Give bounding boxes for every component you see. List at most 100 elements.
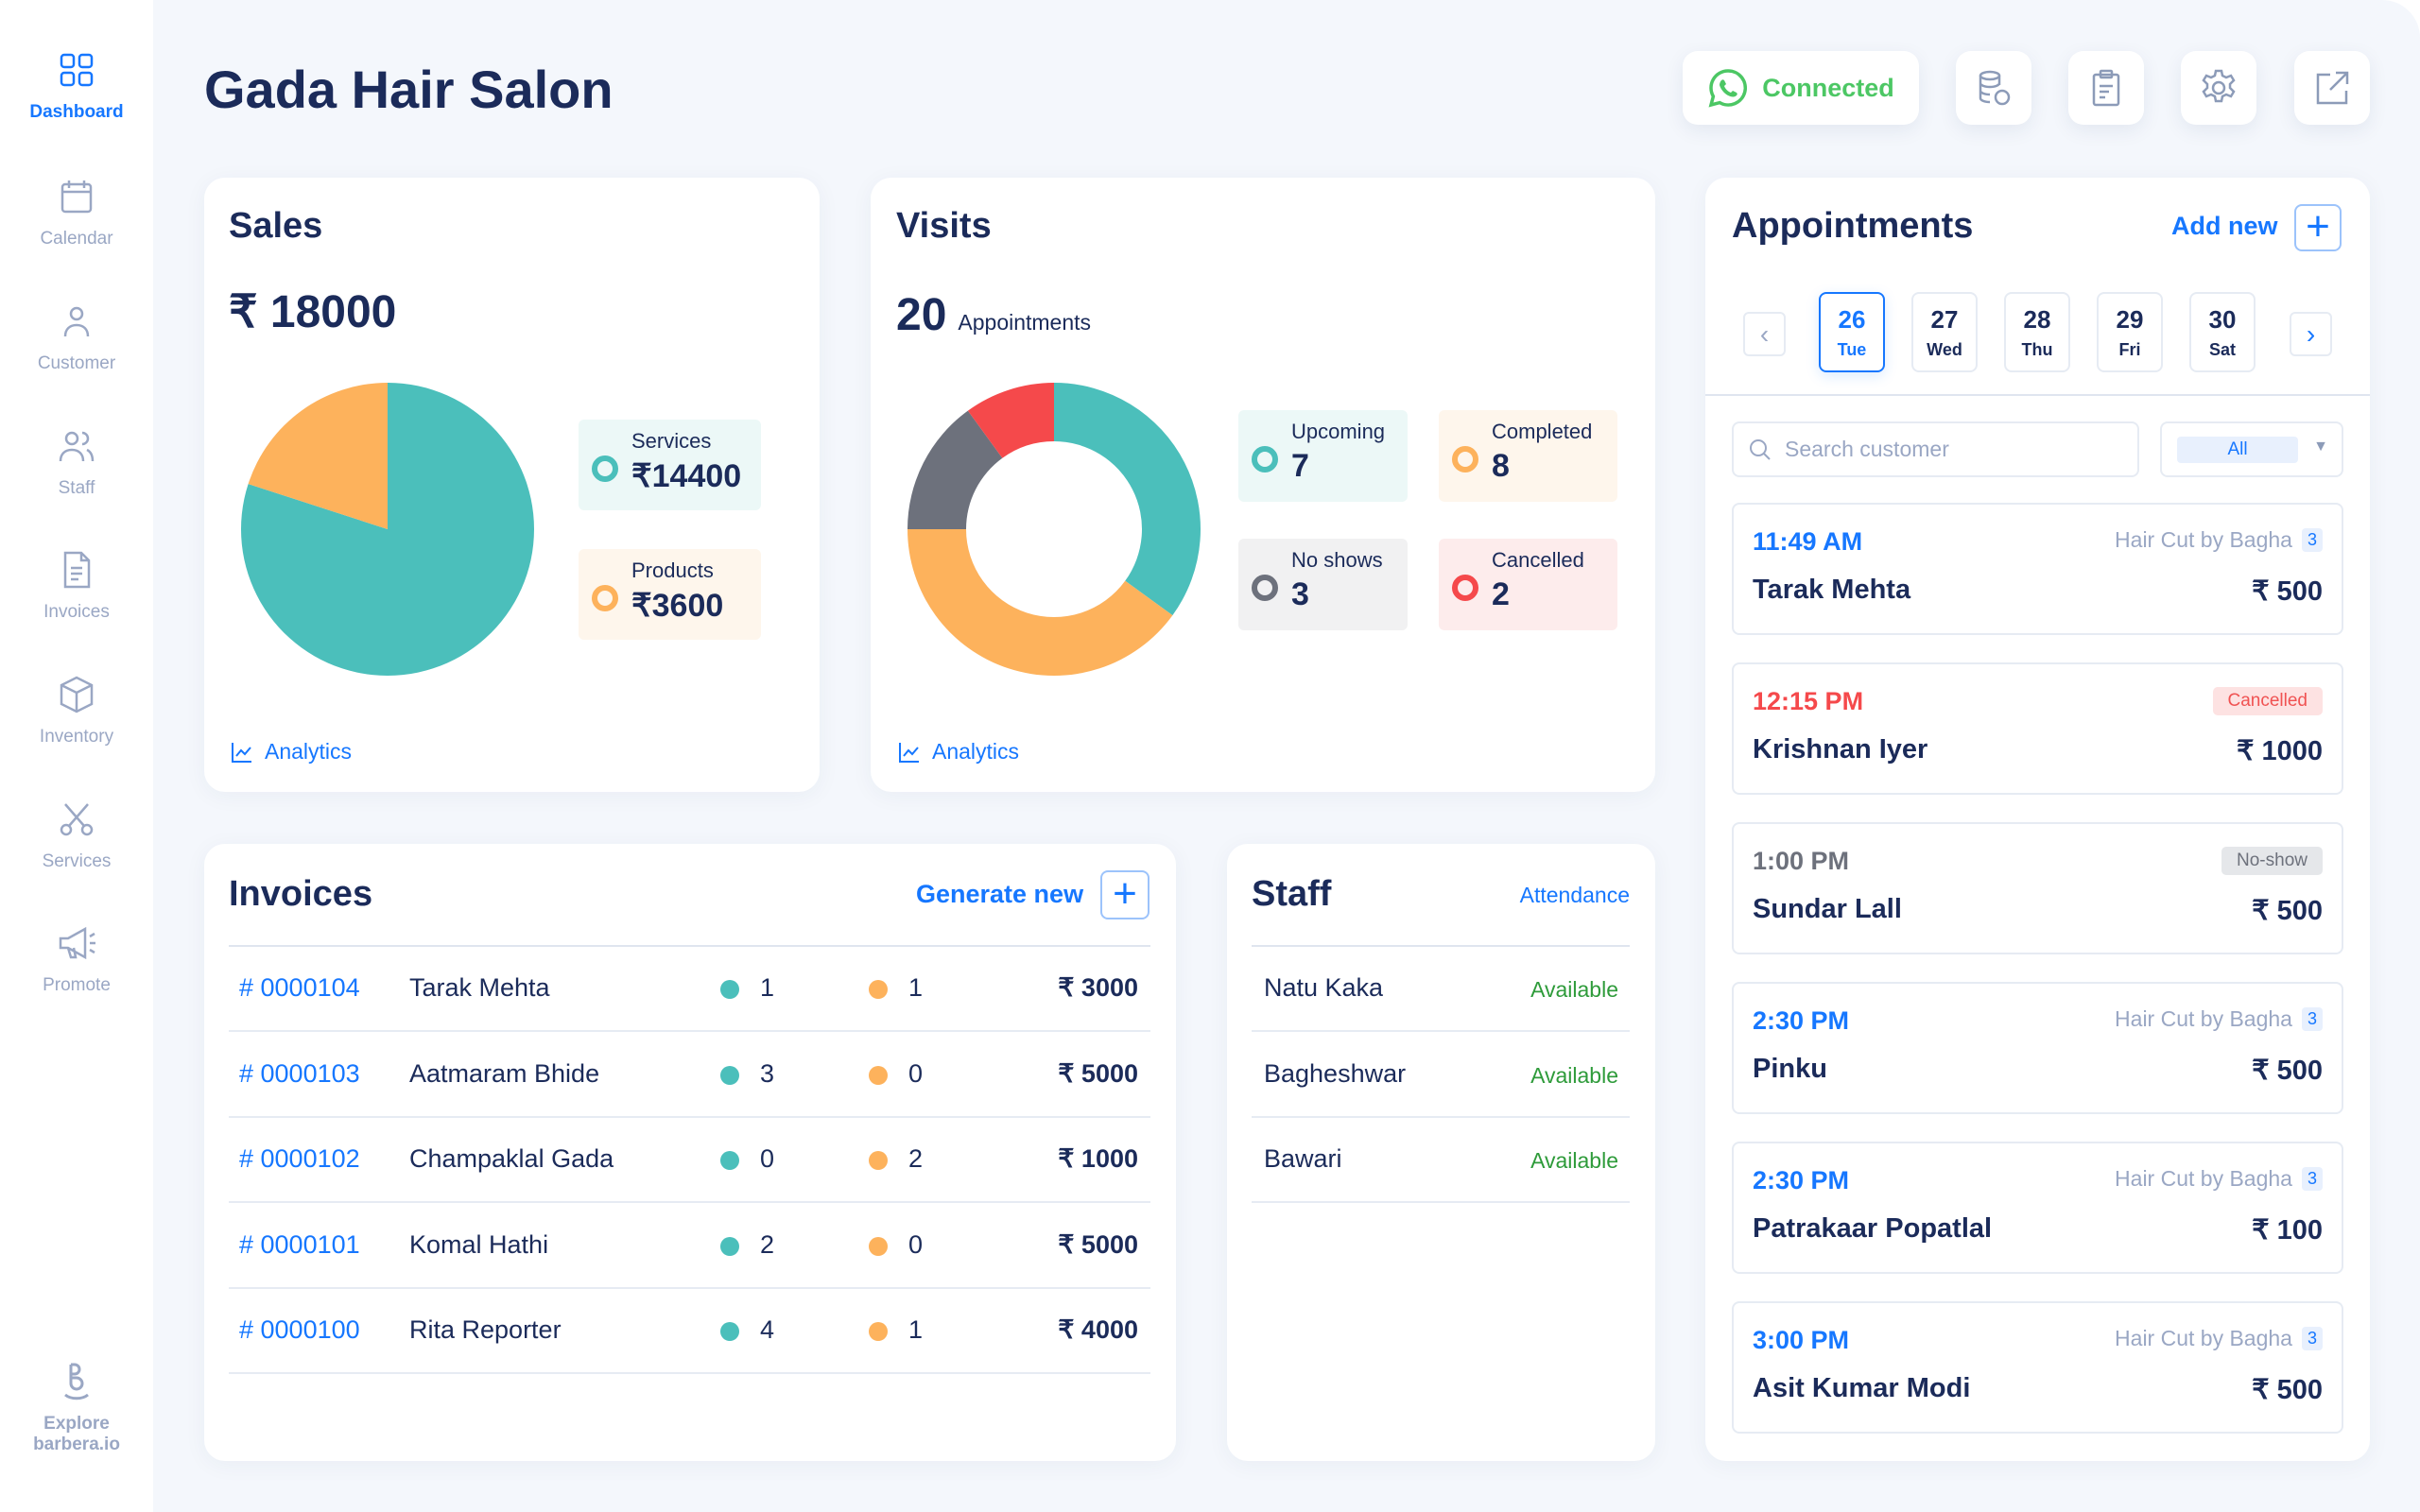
search-customer-input[interactable]: Search customer xyxy=(1732,421,2139,477)
add-appointment-button[interactable]: + xyxy=(2294,204,2342,251)
visits-analytics-link[interactable]: Analytics xyxy=(898,739,1019,765)
date-26[interactable]: 26 Tue xyxy=(1819,292,1885,372)
status-ring-icon xyxy=(1452,575,1478,601)
clipboard-button[interactable] xyxy=(2068,51,2144,125)
invoice-row[interactable]: # 0000102 Champaklal Gada 0 2 ₹ 1000 xyxy=(229,1118,1150,1204)
legend-upcoming: Upcoming 7 xyxy=(1238,410,1408,502)
database-button[interactable] xyxy=(1956,51,2031,125)
plus-icon: + xyxy=(1113,870,1137,917)
invoice-row[interactable]: # 0000101 Komal Hathi 2 0 ₹ 5000 xyxy=(229,1204,1150,1289)
services-dot-icon xyxy=(720,1151,739,1171)
sidebar-item-customer[interactable]: Customer xyxy=(0,301,153,374)
appointment-time: 2:30 PM xyxy=(1753,1006,1850,1035)
invoice-id[interactable]: # 0000104 xyxy=(239,973,360,1002)
status-filter-select[interactable]: All ▼ xyxy=(2160,421,2343,477)
visits-title: Visits xyxy=(896,206,992,246)
service-label: Hair Cut by Bagha xyxy=(2115,1326,2292,1350)
sidebar-item-promote[interactable]: Promote xyxy=(0,922,153,996)
sidebar-item-inventory[interactable]: Inventory xyxy=(0,674,153,747)
appointment-card[interactable]: 1:00 PM No-show Sundar Lall ₹ 500 xyxy=(1732,822,2343,954)
sidebar-item-staff[interactable]: Staff xyxy=(0,425,153,499)
legend-label: Products xyxy=(631,558,714,582)
products-dot-icon xyxy=(869,1236,888,1256)
sidebar-item-label: Customer xyxy=(37,353,116,373)
whatsapp-connected-button[interactable]: Connected xyxy=(1683,51,1919,125)
date-27[interactable]: 27 Wed xyxy=(1911,292,1978,372)
legend-products: Products ₹3600 xyxy=(579,549,761,640)
invoice-amount: ₹ 4000 xyxy=(1058,1315,1138,1345)
legend-value: 2 xyxy=(1492,576,1510,612)
staff-status: Available xyxy=(1530,977,1618,1002)
analytics-label: Analytics xyxy=(932,739,1020,764)
settings-button[interactable] xyxy=(2181,51,2256,125)
add-appointment-link[interactable]: Add new xyxy=(2171,212,2278,240)
appointment-card[interactable]: 2:30 PM Hair Cut by Bagha 3 Pinku ₹ 500 xyxy=(1732,982,2343,1114)
invoice-row[interactable]: # 0000100 Rita Reporter 4 1 ₹ 4000 xyxy=(229,1289,1150,1375)
invoice-id[interactable]: # 0000102 xyxy=(239,1144,360,1174)
customer-name: Pinku xyxy=(1753,1054,1827,1084)
services-count: 1 xyxy=(760,973,775,1002)
products-ring-icon xyxy=(592,585,618,611)
explore-site: barbera.io xyxy=(33,1435,120,1454)
date-day: 27 xyxy=(1930,305,1959,334)
date-weekday: Fri xyxy=(2118,340,2141,359)
appointment-card[interactable]: 3:00 PM Hair Cut by Bagha 3 Asit Kumar Modi… xyxy=(1732,1301,2343,1434)
attendance-link[interactable]: Attendance xyxy=(1519,883,1630,907)
appointment-price: ₹ 500 xyxy=(2252,576,2323,607)
products-dot-icon xyxy=(869,1065,888,1085)
appointment-service: Hair Cut by Bagha 3 xyxy=(2115,527,2323,553)
appointment-card[interactable]: 2:30 PM Hair Cut by Bagha 3 Patrakaar Popat… xyxy=(1732,1142,2343,1274)
legend-value: ₹3600 xyxy=(631,588,724,624)
date-29[interactable]: 29 Fri xyxy=(2097,292,2163,372)
invoice-row[interactable]: # 0000104 Tarak Mehta 1 1 ₹ 3000 xyxy=(229,947,1150,1032)
open-external-button[interactable] xyxy=(2294,51,2370,125)
legend-services: Services ₹14400 xyxy=(579,420,761,510)
products-dot-icon xyxy=(869,980,888,999)
appointment-card[interactable]: 11:49 AM Hair Cut by Bagha 3 Tarak Mehta ₹ 5… xyxy=(1732,503,2343,635)
date-28[interactable]: 28 Thu xyxy=(2004,292,2070,372)
service-count-badge: 3 xyxy=(2301,1327,2323,1350)
customer-name: Asit Kumar Modi xyxy=(1753,1373,1971,1403)
invoice-id[interactable]: # 0000101 xyxy=(239,1229,360,1259)
legend-label: Completed xyxy=(1492,420,1593,443)
staff-row[interactable]: Bagheshwar Available xyxy=(1252,1033,1630,1118)
staff-row[interactable]: Bawari Available xyxy=(1252,1118,1630,1204)
page-title: Gada Hair Salon xyxy=(204,60,614,119)
service-count-badge: 3 xyxy=(2301,1007,2323,1031)
sales-analytics-link[interactable]: Analytics xyxy=(231,739,352,765)
invoice-id[interactable]: # 0000100 xyxy=(239,1315,360,1345)
explore-barbera-link[interactable]: Explore barbera.io xyxy=(0,1361,153,1455)
sidebar-item-dashboard[interactable]: Dashboard xyxy=(0,49,153,123)
sidebar-item-invoices[interactable]: Invoices xyxy=(0,549,153,623)
invoice-amount: ₹ 5000 xyxy=(1058,1229,1138,1259)
sidebar-item-label: Inventory xyxy=(39,727,114,747)
invoice-amount: ₹ 5000 xyxy=(1058,1058,1138,1088)
invoice-row[interactable]: # 0000103 Aatmaram Bhide 3 0 ₹ 5000 xyxy=(229,1033,1150,1118)
next-dates-button[interactable]: › xyxy=(2290,312,2332,356)
sidebar-item-services[interactable]: Services xyxy=(0,799,153,872)
generate-invoice-button[interactable]: + xyxy=(1100,870,1150,919)
staff-row[interactable]: Natu Kaka Available xyxy=(1252,947,1630,1032)
invoice-id[interactable]: # 0000103 xyxy=(239,1058,360,1088)
invoice-customer: Rita Reporter xyxy=(409,1315,562,1345)
sidebar-item-calendar[interactable]: Calendar xyxy=(0,176,153,249)
legend-completed: Completed 8 xyxy=(1439,410,1617,502)
status-badge: Cancelled xyxy=(2212,687,2323,715)
document-icon xyxy=(63,551,91,589)
divider xyxy=(229,945,1150,947)
generate-invoice-link[interactable]: Generate new xyxy=(916,880,1084,908)
prev-dates-button[interactable]: ‹ xyxy=(1743,312,1786,356)
chevron-left-icon: ‹ xyxy=(1759,318,1770,349)
invoices-title: Invoices xyxy=(229,874,373,914)
date-day: 28 xyxy=(2023,305,2051,334)
visits-count-label: Appointments xyxy=(958,310,1092,335)
date-day: 29 xyxy=(2116,305,2144,334)
users-icon xyxy=(59,431,95,462)
appointment-price: ₹ 500 xyxy=(2252,1056,2323,1086)
sales-title: Sales xyxy=(229,206,323,246)
appointment-card[interactable]: 12:15 PM Cancelled Krishnan Iyer ₹ 1000 xyxy=(1732,662,2343,795)
date-30[interactable]: 30 Sat xyxy=(2189,292,2256,372)
appointment-price: ₹ 100 xyxy=(2252,1215,2323,1246)
slice-no-shows xyxy=(908,410,1003,529)
appointment-price: ₹ 500 xyxy=(2252,896,2323,926)
